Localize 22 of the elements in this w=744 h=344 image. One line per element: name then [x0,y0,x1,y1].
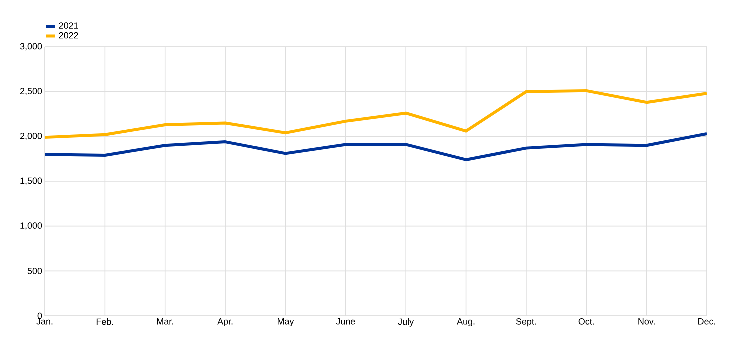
legend-label: 2021 [59,22,78,29]
x-tick-label: May [278,318,294,327]
x-tick-label: Feb. [96,318,114,326]
x-tick-label: Oct. [578,318,594,325]
x-tick-label: Dec. [698,318,716,325]
y-tick-label: 2,500 [20,88,42,96]
y-tick-label: 500 [28,268,42,274]
x-tick-label: July [398,318,414,327]
x-tick-label: Apr. [218,318,233,327]
line-series [45,89,708,140]
x-tick-label: Aug. [457,318,475,327]
x-tick-label: Jan. [36,318,53,325]
x-tick-label: June [336,318,356,325]
x-tick-label: Nov. [638,318,655,325]
y-tick-label: 1,500 [20,178,42,186]
x-tick-label: Sept. [516,318,536,327]
legend-label: 2022 [59,32,78,39]
y-tick-label: 2,000 [20,132,42,140]
y-tick-label: 3,000 [20,43,42,51]
line-series [45,132,708,162]
y-tick-label: 1,000 [20,222,42,230]
x-tick-label: Mar. [157,318,174,325]
